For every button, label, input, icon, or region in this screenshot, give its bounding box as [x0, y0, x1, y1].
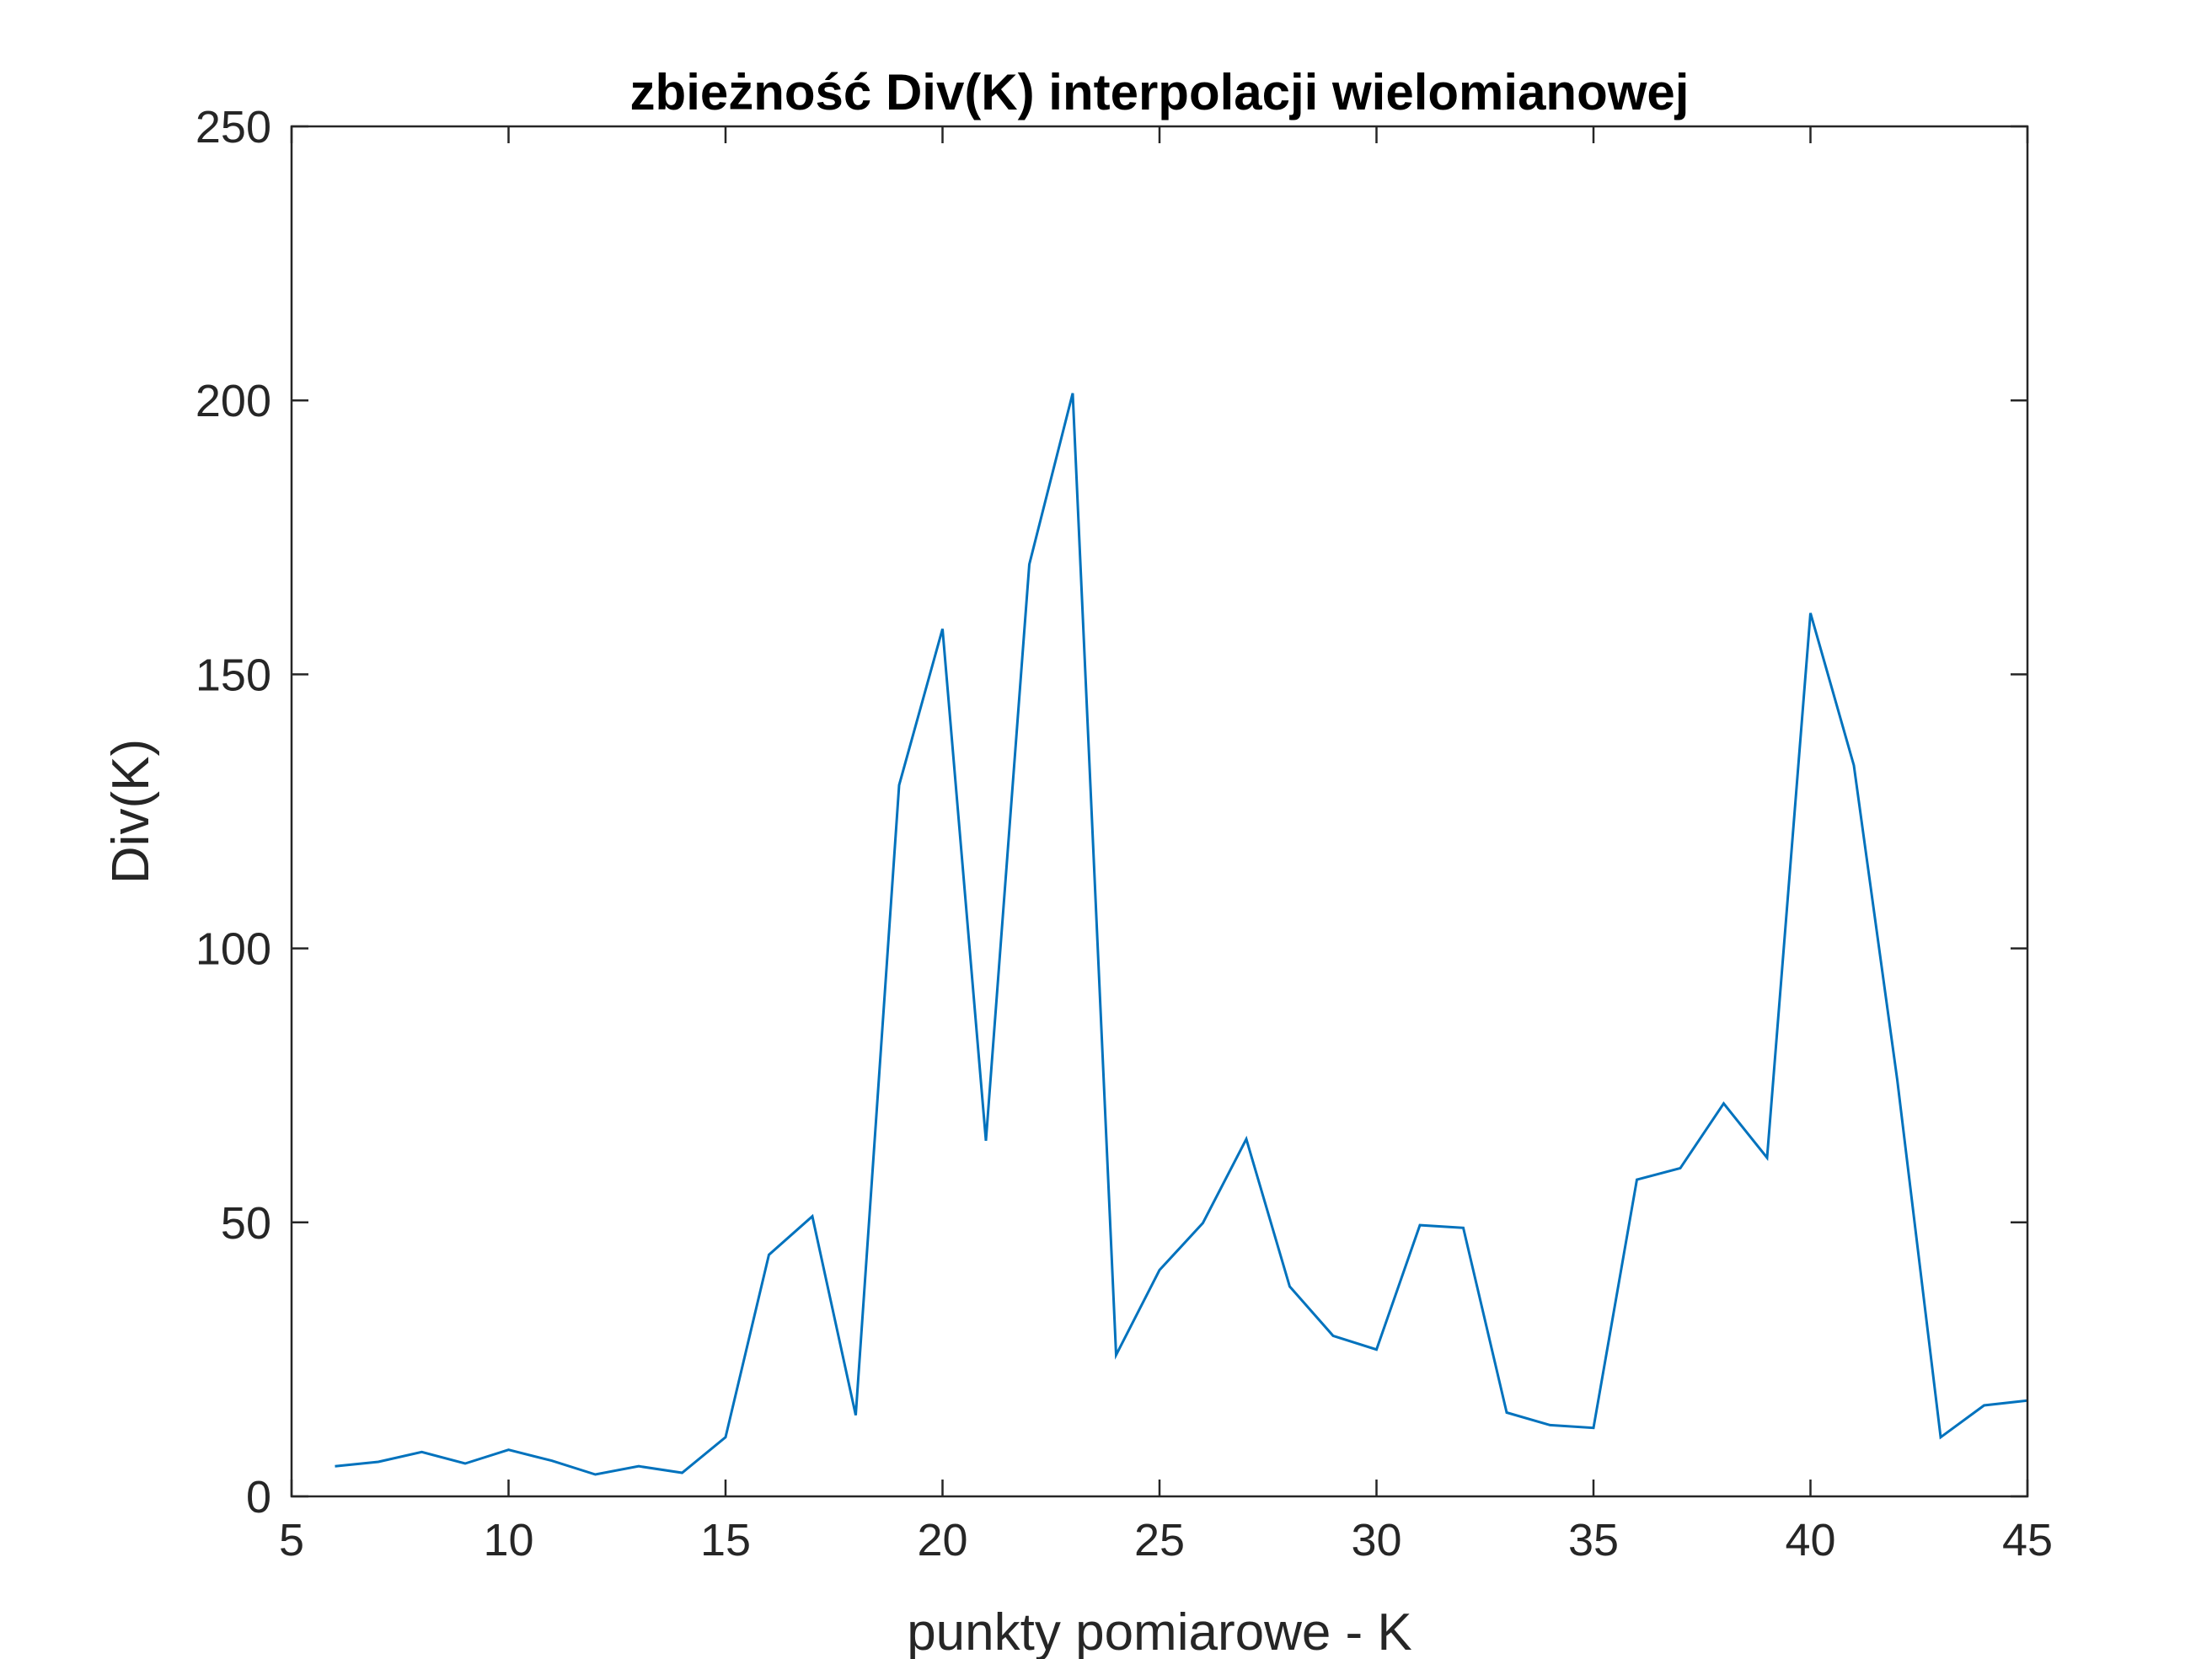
x-tick-label: 25	[1134, 1515, 1185, 1565]
x-tick-label: 35	[1568, 1515, 1619, 1565]
x-tick-label: 45	[2002, 1515, 2053, 1565]
y-tick-labels: 0 50 100 150 200 250	[195, 102, 271, 1523]
x-axis-label: punkty pomiarowe - K	[907, 1603, 1412, 1659]
x-tick-label: 10	[483, 1515, 533, 1565]
series-line	[335, 393, 2028, 1476]
y-tick-label: 250	[195, 102, 271, 153]
plot-area	[292, 126, 2027, 1496]
y-axis-label: Div(K)	[102, 739, 160, 884]
plot-frame	[290, 125, 2029, 1498]
chart-title: zbieżność Div(K) interpolacji wielomiano…	[630, 64, 1690, 120]
x-tick-label: 40	[1785, 1515, 1835, 1565]
y-tick-label: 50	[221, 1198, 271, 1249]
y-tick-label: 200	[195, 376, 271, 426]
x-tick-label: 30	[1351, 1515, 1401, 1565]
x-tick-label: 5	[279, 1515, 304, 1565]
x-tick-label: 20	[917, 1515, 967, 1565]
y-tick-label: 0	[246, 1472, 271, 1523]
y-tick-label: 150	[195, 650, 271, 700]
x-tick-labels: 5 10 15 20 25 30 35 40 45	[279, 1515, 2053, 1565]
x-tick-label: 15	[700, 1515, 751, 1565]
y-tick-label: 100	[195, 924, 271, 975]
